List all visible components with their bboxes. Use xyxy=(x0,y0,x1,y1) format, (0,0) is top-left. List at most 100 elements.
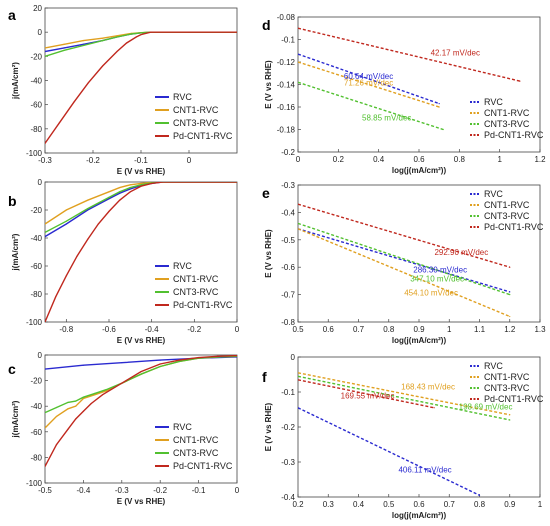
series-line-cnt1-rvc xyxy=(298,372,510,416)
x-tick-label: 0.8 xyxy=(383,325,395,334)
y-axis-label: E (V vs RHE) xyxy=(264,60,273,109)
series-line-cnt3-rvc xyxy=(298,222,511,296)
y-tick-label: -100 xyxy=(26,318,43,327)
x-axis-label: log(j(mA/cm²)) xyxy=(392,511,447,520)
data-point xyxy=(236,182,237,183)
data-point xyxy=(76,255,78,257)
y-tick-label: -40 xyxy=(30,234,42,243)
data-point xyxy=(298,379,299,381)
x-tick-label: 0.3 xyxy=(323,500,335,509)
x-tick-label: 0.4 xyxy=(373,155,385,164)
x-tick-label: 0 xyxy=(187,156,192,165)
x-tick-label: 1.3 xyxy=(534,325,546,334)
data-point xyxy=(82,40,84,42)
x-tick-label: 0.8 xyxy=(454,155,466,164)
data-point xyxy=(151,182,153,184)
x-tick-label: 1 xyxy=(447,325,452,334)
legend-entry: RVC xyxy=(173,261,192,271)
data-point xyxy=(135,36,137,38)
data-point xyxy=(63,43,65,45)
data-point xyxy=(159,365,161,368)
data-point xyxy=(65,223,67,225)
data-point xyxy=(140,185,142,187)
data-point xyxy=(298,203,299,205)
series-line-cnt3-rvc xyxy=(298,375,510,421)
series-line-cnt3-rvc xyxy=(298,81,444,131)
series-line-rvc xyxy=(298,407,480,496)
panel-label-c: c xyxy=(8,361,16,377)
x-axis-label: E (V vs RHE) xyxy=(117,167,166,176)
x-tick-label: -0.3 xyxy=(115,486,129,495)
y-tick-label: -0.2 xyxy=(281,148,295,157)
slope-annotation: 406.11 mV/dec xyxy=(398,466,451,475)
panel-a: a -0.3 -0.2 -0.1 0 20 0 -20 -40 -60 -80 -100 E (V vs… xyxy=(8,4,238,176)
data-point xyxy=(45,368,46,370)
slope-annotation: 198.69 mV/dec xyxy=(459,403,513,412)
y-tick-label: 0 xyxy=(38,351,43,360)
data-point xyxy=(45,223,46,225)
data-point xyxy=(298,53,299,55)
data-point xyxy=(126,42,128,44)
data-point xyxy=(217,355,219,357)
data-point xyxy=(75,418,77,420)
series-line-rvc xyxy=(298,228,510,293)
series-line-pd-cnt1-rvc xyxy=(298,379,435,409)
legend-entry: Pd-CNT1-RVC xyxy=(173,461,233,471)
y-tick-label: -0.4 xyxy=(281,493,295,502)
data-point xyxy=(119,199,121,201)
legend-entry: RVC xyxy=(484,97,503,107)
data-point xyxy=(55,444,58,446)
data-point xyxy=(150,31,152,33)
data-point xyxy=(82,397,84,400)
panel-label-f: f xyxy=(262,369,267,385)
x-tick-label: -0.2 xyxy=(187,325,201,334)
data-point xyxy=(161,182,163,183)
y-tick-label: 0 xyxy=(38,28,43,37)
y-tick-label: -100 xyxy=(26,479,43,488)
series-line-pd-cnt1-rvc xyxy=(298,27,520,82)
panel-label-d: d xyxy=(262,17,271,33)
x-tick-label: 0 xyxy=(235,325,240,334)
legend-entry: CNT1-RVC xyxy=(173,105,219,115)
y-tick-label: 20 xyxy=(33,4,42,13)
legend-entry: CNT3-RVC xyxy=(173,287,219,297)
x-tick-label: -0.1 xyxy=(134,156,148,165)
data-point xyxy=(82,44,84,47)
legend-entry: RVC xyxy=(173,92,192,102)
legend-entry: CNT3-RVC xyxy=(484,383,530,393)
data-point xyxy=(509,315,511,318)
data-point xyxy=(108,210,110,212)
data-point xyxy=(140,32,142,34)
data-point xyxy=(236,31,237,33)
x-tick-label: -0.4 xyxy=(145,325,159,334)
y-axis-label: j(mA/cm²) xyxy=(11,233,20,271)
legend-entry: Pd-CNT1-RVC xyxy=(173,131,233,141)
slope-annotation: 42.17 mV/dec xyxy=(431,48,480,57)
data-point xyxy=(45,412,46,414)
legend-entry: CNT3-RVC xyxy=(484,211,530,221)
data-point xyxy=(82,364,84,366)
x-tick-label: 0 xyxy=(296,155,301,164)
legend-entry: CNT1-RVC xyxy=(484,200,530,210)
data-point xyxy=(87,238,89,240)
data-point xyxy=(433,407,435,409)
data-point xyxy=(87,82,89,84)
slope-annotation: 58.85 mV/dec xyxy=(362,114,411,123)
slope-annotation: 71.26 mV/dec xyxy=(344,79,393,88)
y-tick-label: -80 xyxy=(30,453,42,462)
data-point xyxy=(65,220,67,222)
y-tick-label: -0.16 xyxy=(277,103,296,112)
series-line-cnt1-rvc xyxy=(298,228,511,318)
data-point xyxy=(75,405,77,407)
x-tick-label: -0.4 xyxy=(77,486,91,495)
y-tick-label: -20 xyxy=(30,377,42,386)
data-point xyxy=(63,47,65,49)
series-line-pd-cnt1-rvc xyxy=(45,355,237,467)
legend-entry: RVC xyxy=(484,361,503,371)
data-point xyxy=(67,401,69,403)
data-point xyxy=(45,47,46,49)
data-point xyxy=(94,392,96,394)
y-tick-label: -40 xyxy=(30,77,42,86)
legend-entry: Pd-CNT1-RVC xyxy=(484,394,544,404)
y-tick-label: -0.1 xyxy=(281,36,295,45)
